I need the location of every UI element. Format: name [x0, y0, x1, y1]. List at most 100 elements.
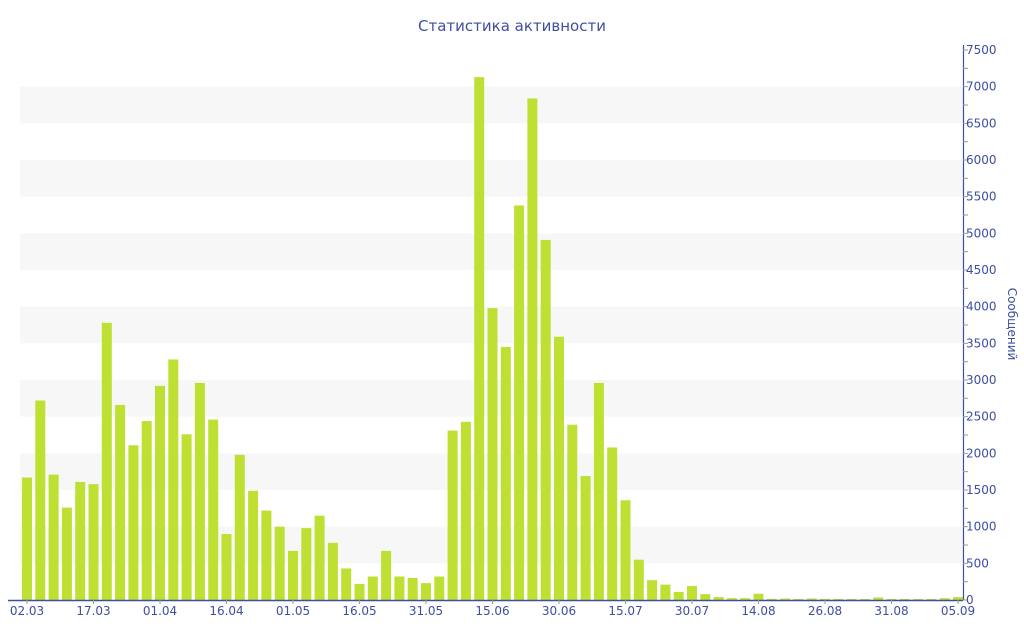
x-tick-label: 31.08 [874, 604, 908, 618]
x-axis: 02.03 17.03 01.04 16.04 01.05 16.05 31.05 15.06… [8, 599, 975, 618]
x-tick-label: 01.04 [143, 604, 177, 618]
bar [846, 599, 857, 600]
y-tick-label: 1000 [966, 520, 997, 534]
bar [261, 510, 272, 600]
x-tick-label: 16.04 [209, 604, 243, 618]
bar [88, 484, 99, 600]
bar [194, 382, 205, 600]
bar [141, 421, 152, 600]
bar [61, 507, 72, 600]
x-tick-label: 02.03 [10, 604, 44, 618]
bar [421, 583, 431, 600]
y-tick-label: 3500 [966, 336, 997, 350]
x-tick-label: 30.06 [542, 604, 576, 618]
bar [926, 599, 937, 600]
bar [873, 597, 884, 600]
y-tick-label: 2500 [966, 410, 997, 424]
bar [593, 382, 604, 600]
bar [700, 594, 711, 600]
x-tick-label: 26.08 [808, 604, 842, 618]
bar [381, 550, 392, 600]
y-tick-label: 4000 [966, 300, 997, 314]
bar [394, 576, 405, 600]
bar [48, 474, 59, 600]
bar [500, 347, 511, 600]
bar [221, 534, 232, 600]
bar [474, 77, 485, 601]
bar [128, 445, 139, 600]
bar [540, 239, 551, 600]
bar [115, 404, 126, 600]
y-tick-label: 0 [966, 593, 974, 607]
bars [22, 77, 963, 601]
y-tick-label: 1500 [966, 483, 997, 497]
bar [168, 359, 179, 600]
bar [806, 598, 817, 600]
x-tick-label: 05.09 [941, 604, 975, 618]
bar [899, 599, 910, 600]
bar [580, 476, 591, 600]
x-tick-label: 15.06 [475, 604, 509, 618]
bar [248, 490, 259, 600]
bar [567, 424, 578, 600]
bar [327, 542, 338, 600]
bar [434, 576, 445, 600]
bar [514, 205, 525, 600]
bar [620, 500, 631, 600]
bar [487, 308, 498, 600]
x-tick-label: 15.07 [608, 604, 642, 618]
bar [687, 586, 697, 600]
bar [274, 526, 285, 600]
grid-band [20, 86, 963, 124]
y-axis: 0 500 1000 1500 2000 2500 3000 3500 4000 4500 5000… [962, 43, 997, 607]
y-tick-label: 5500 [966, 190, 997, 204]
bar [713, 597, 724, 600]
x-tick-label: 16.05 [342, 604, 376, 618]
bar [726, 598, 737, 600]
y-tick-label: 2000 [966, 446, 997, 460]
bar [354, 583, 365, 600]
x-tick-label: 17.03 [76, 604, 110, 618]
bar [554, 336, 564, 600]
bar [447, 430, 458, 600]
bar [460, 421, 471, 600]
bar [22, 477, 32, 600]
bar [75, 481, 86, 600]
bar [673, 591, 684, 600]
x-tick-label: 30.07 [675, 604, 709, 618]
bar [367, 576, 378, 600]
bar [939, 598, 950, 600]
bar [820, 598, 830, 600]
bar [181, 434, 192, 600]
bar [633, 559, 644, 600]
bar [833, 599, 844, 600]
y-tick-label: 7500 [966, 43, 997, 57]
y-tick-label: 500 [966, 556, 989, 570]
bar [953, 597, 963, 600]
bar [314, 515, 325, 600]
bar [647, 580, 658, 600]
y-tick-label: 3000 [966, 373, 997, 387]
bar [155, 385, 165, 600]
bar [234, 454, 245, 600]
grid-band [20, 233, 963, 270]
y-tick-label: 6500 [966, 116, 997, 130]
bar [527, 98, 538, 601]
bar [288, 550, 298, 600]
bar [753, 593, 764, 600]
bar [660, 584, 671, 600]
y-tick-label: 7000 [966, 80, 997, 94]
bar [793, 599, 804, 600]
bar [208, 419, 219, 600]
bar [607, 447, 618, 600]
bar [780, 598, 791, 600]
bar [101, 322, 112, 600]
bar [886, 599, 897, 600]
bar [740, 598, 751, 600]
y-tick-label: 5000 [966, 226, 997, 240]
bar [35, 400, 46, 600]
y-axis-label: Сообщений [1005, 288, 1019, 361]
grid-band [20, 160, 963, 197]
bar [301, 528, 312, 600]
bar [859, 599, 870, 600]
